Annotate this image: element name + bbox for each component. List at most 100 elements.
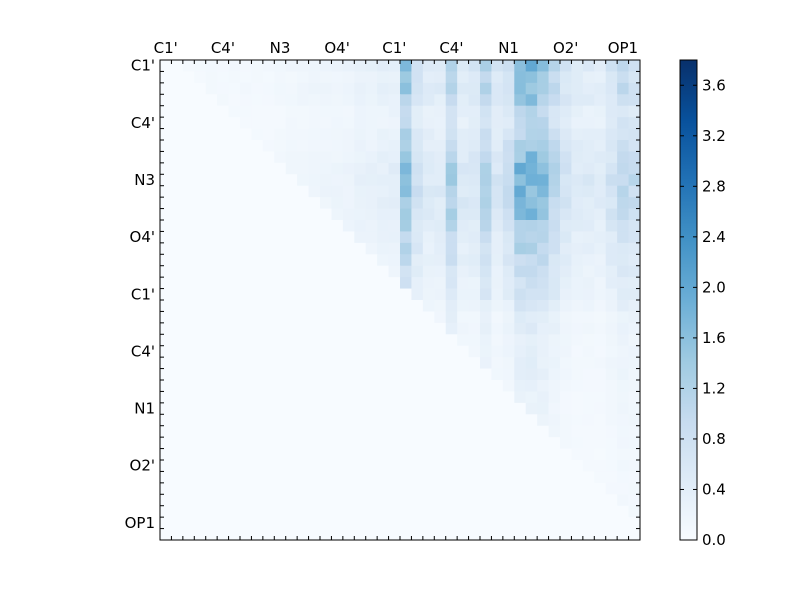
heatmap-cell	[605, 402, 618, 415]
heatmap-cell	[422, 402, 435, 415]
heatmap-cell	[525, 460, 538, 472]
heatmap-cell	[388, 265, 401, 278]
heatmap-cell	[491, 494, 504, 507]
heatmap-cell	[537, 425, 549, 438]
heatmap-cell	[251, 471, 264, 484]
heatmap-cell	[377, 277, 389, 289]
heatmap-cell	[308, 94, 321, 107]
heatmap-cell	[548, 162, 561, 175]
heatmap-cell	[434, 448, 447, 461]
heatmap-cell	[502, 94, 515, 107]
heatmap-cell	[502, 277, 515, 289]
heatmap-cell	[354, 208, 367, 221]
heatmap-cell	[582, 448, 595, 461]
heatmap-cell	[514, 460, 527, 472]
heatmap-cell	[617, 60, 629, 72]
heatmap-cell	[400, 448, 412, 461]
heatmap-cell	[502, 494, 515, 507]
heatmap-cell	[582, 162, 595, 175]
heatmap-cell	[605, 322, 618, 335]
heatmap-cell	[491, 242, 504, 255]
heatmap-cell	[514, 208, 527, 221]
heatmap-cell	[434, 334, 447, 347]
heatmap-cell	[205, 288, 218, 301]
heatmap-cell	[480, 425, 492, 438]
heatmap-cell	[342, 288, 355, 301]
heatmap-cell	[228, 60, 241, 72]
heatmap-cell	[365, 345, 378, 358]
heatmap-cell	[548, 231, 561, 244]
heatmap-cell	[182, 345, 195, 358]
heatmap-cell	[514, 242, 527, 255]
heatmap-cell	[457, 448, 469, 461]
heatmap-cell	[160, 94, 172, 107]
heatmap-cell	[297, 528, 309, 541]
heatmap-cell	[514, 368, 527, 381]
heatmap-cell	[548, 220, 561, 232]
heatmap-cell	[365, 482, 378, 495]
heatmap-cell	[491, 71, 504, 84]
heatmap-cell	[262, 208, 275, 221]
heatmap-cell	[502, 505, 515, 518]
heatmap-cell	[308, 151, 321, 164]
heatmap-cell	[514, 345, 527, 358]
heatmap-cell	[411, 414, 424, 427]
heatmap-cell	[502, 265, 515, 278]
heatmap-cell	[400, 505, 412, 518]
heatmap-cell	[560, 231, 572, 244]
heatmap-cell	[160, 414, 172, 427]
heatmap-cell	[548, 151, 561, 164]
heatmap-cell	[480, 494, 492, 507]
heatmap-cell	[262, 345, 275, 358]
heatmap-cell	[297, 162, 309, 175]
heatmap-cell	[525, 254, 538, 267]
heatmap-cell	[468, 482, 481, 495]
heatmap-cell	[274, 82, 287, 95]
heatmap-cell	[411, 505, 424, 518]
heatmap-cell	[480, 528, 492, 541]
heatmap-cell	[480, 197, 492, 209]
heatmap-cell	[308, 402, 321, 415]
heatmap-cell	[628, 288, 641, 301]
heatmap-cell	[194, 448, 207, 461]
heatmap-cell	[617, 345, 629, 358]
heatmap-cell	[365, 60, 378, 72]
heatmap-cell	[365, 265, 378, 278]
heatmap-cell	[354, 334, 367, 347]
heatmap-cell	[377, 311, 389, 324]
heatmap-cell	[560, 391, 572, 404]
heatmap-cell	[468, 254, 481, 267]
heatmap-cell	[171, 460, 184, 472]
heatmap-cell	[205, 311, 218, 324]
heatmap-cell	[194, 242, 207, 255]
heatmap-cell	[160, 162, 172, 175]
heatmap-cell	[422, 425, 435, 438]
heatmap-cell	[525, 265, 538, 278]
heatmap-cell	[560, 277, 572, 289]
heatmap-cell	[422, 334, 435, 347]
heatmap-cell	[308, 471, 321, 484]
heatmap-cell	[251, 185, 264, 198]
heatmap-cell	[182, 528, 195, 541]
heatmap-cell	[228, 425, 241, 438]
heatmap-cell	[285, 380, 298, 392]
heatmap-cell	[537, 162, 549, 175]
heatmap-cell	[388, 140, 401, 152]
heatmap-cell	[502, 242, 515, 255]
heatmap-cell	[377, 71, 389, 84]
heatmap-cell	[445, 277, 458, 289]
heatmap-cell	[171, 197, 184, 209]
heatmap-cell	[560, 437, 572, 449]
heatmap-cell	[365, 414, 378, 427]
heatmap-cell	[560, 322, 572, 335]
heatmap-cell	[491, 140, 504, 152]
heatmap-cell	[320, 322, 332, 335]
heatmap-cell	[377, 391, 389, 404]
heatmap-cell	[422, 197, 435, 209]
heatmap-cell	[308, 140, 321, 152]
heatmap-cell	[502, 231, 515, 244]
heatmap-cell	[422, 162, 435, 175]
heatmap-cell	[445, 197, 458, 209]
heatmap-cell	[548, 425, 561, 438]
heatmap-cell	[262, 517, 275, 529]
